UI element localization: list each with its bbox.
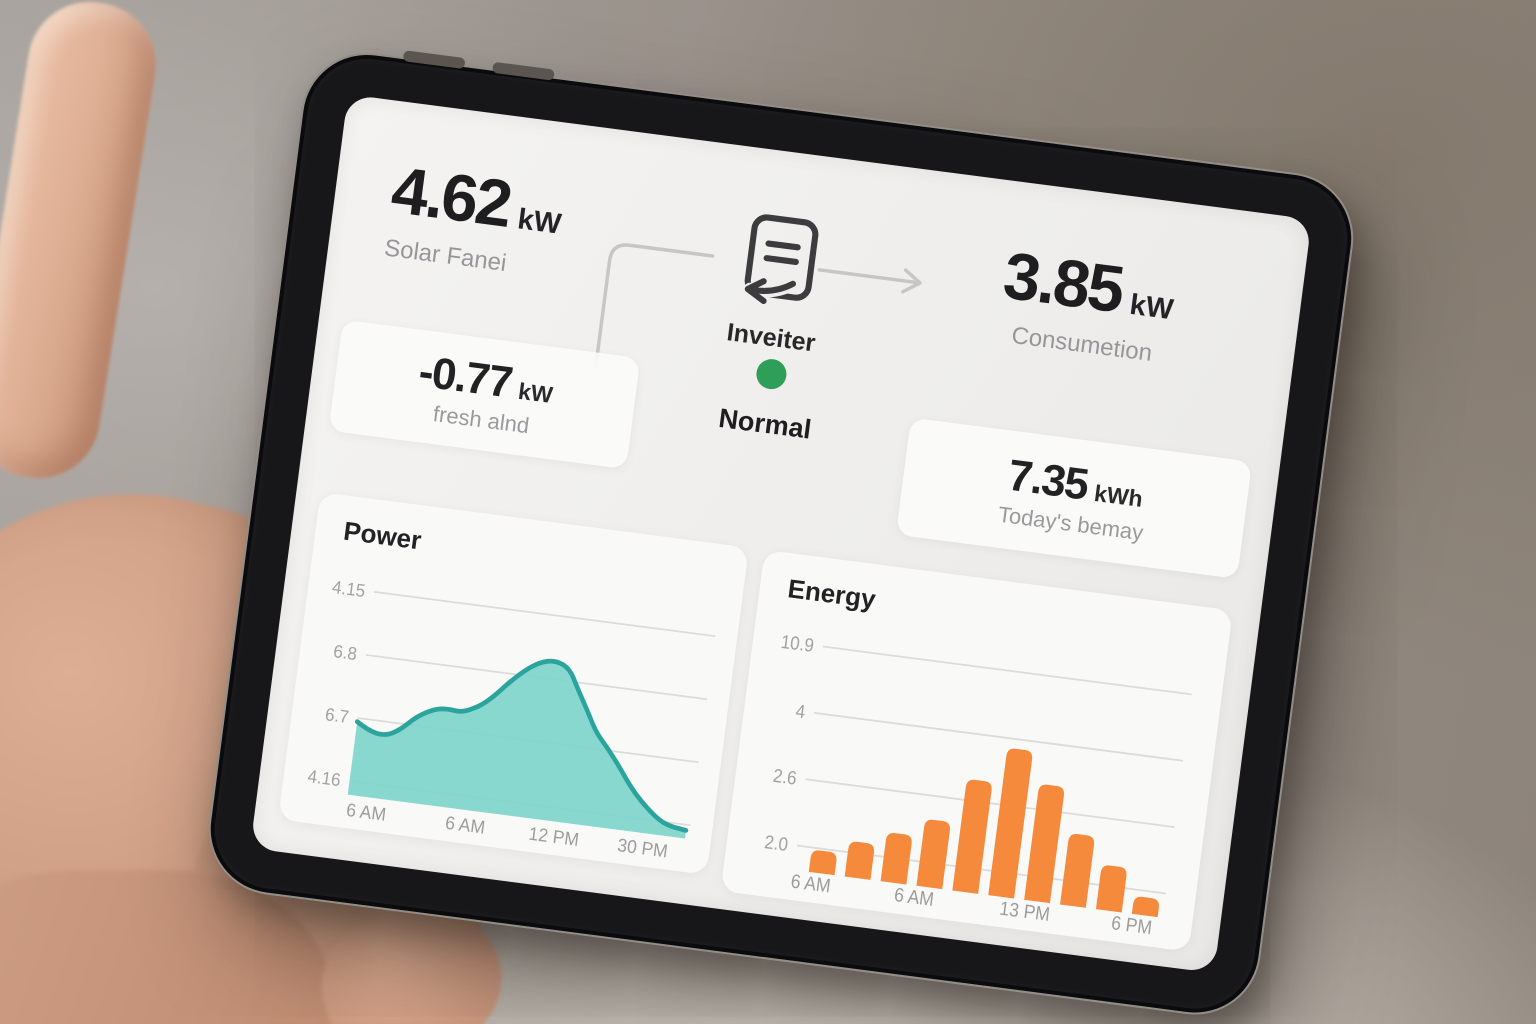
grid-unit: kW [516,377,555,409]
tablet-volume-button [402,50,466,70]
energy-y-tick-label: 2.0 [763,831,789,855]
energy-bar [1095,865,1127,913]
power-chart-card[interactable]: Power 4.15 6.8 6.7 4.16 6 AM 6 AM 12 PM 30 PM [278,492,749,875]
energy-y-tick-label: 10.9 [780,631,816,656]
tablet-device: 4.62 kW Solar Fanei Inveiter [200,45,1362,1023]
power-x-tick-label: 30 PM [616,835,669,862]
energy-bar [880,832,912,885]
power-area-chart[interactable]: 4.15 6.8 6.7 4.16 6 AM 6 AM 12 PM 30 PM [297,549,728,865]
energy-bar-chart[interactable]: 10.9 4 2.6 2.0 6 AM 6 AM 13 PM 6 PM [739,607,1212,942]
energy-bar [1131,896,1159,918]
energy-x-tick-label: 6 PM [1110,911,1153,938]
system-status: Normal [699,351,836,448]
power-y-tick-label: 4.16 [306,766,341,791]
solar-value: 4.62 [387,152,515,241]
power-chart-svg: 4.156.86.74.166 AM6 AM 12 PM 30 PM [306,576,716,862]
solar-unit: kW [515,203,563,241]
power-y-tick-label: 4.15 [331,576,366,601]
consumption-value: 3.85 [999,237,1127,327]
tablet-screen: 4.62 kW Solar Fanei Inveiter [250,94,1312,974]
status-dot-icon [754,357,789,391]
power-x-tick-label: 6 AM [444,812,486,838]
power-y-tick-label: 6.7 [324,704,350,727]
inverter-node[interactable]: Inveiter [705,205,852,361]
today-value: 7.35 [1005,450,1091,510]
power-line [354,658,689,833]
energy-bar [1060,833,1095,908]
energy-chart-card[interactable]: Energy 10.9 4 2.6 2.0 6 AM 6 AM 13 PM 6 PM [720,549,1233,952]
grid-value: -0.77 [416,346,515,408]
connector-elbow-line [594,243,715,367]
energy-gridline [805,778,1175,829]
energy-bar [952,779,992,894]
energy-gridline [814,711,1184,762]
energy-bar [1024,784,1065,904]
hand-thumb [0,0,165,488]
energy-bar [808,850,837,876]
energy-gridline [822,645,1192,696]
energy-y-tick-label: 2.6 [772,765,798,789]
energy-x-tick-label: 6 AM [893,883,935,910]
power-gridline [373,591,716,638]
power-area-fill [347,661,686,839]
consumption-unit: kW [1127,288,1176,327]
energy-bar [916,819,950,890]
power-y-tick-label: 6.8 [332,641,358,664]
connector-arrowhead-icon [901,268,922,294]
today-unit: kWh [1092,479,1145,512]
energy-bar [988,748,1033,899]
energy-bar [844,841,875,880]
solar-stat: 4.62 kW Solar Fanei [383,151,568,284]
energy-x-tick-label: 6 AM [790,870,832,897]
inverter-document-icon [743,214,819,305]
power-x-tick-label: 12 PM [527,823,580,850]
power-x-tick-label: 6 AM [345,799,387,825]
connector-arrow-line [817,268,918,285]
energy-dashboard: 4.62 kW Solar Fanei Inveiter [250,94,1312,973]
energy-y-tick-label: 4 [794,700,806,722]
flow-connector-lines [594,243,922,367]
tablet-power-button [491,61,555,81]
